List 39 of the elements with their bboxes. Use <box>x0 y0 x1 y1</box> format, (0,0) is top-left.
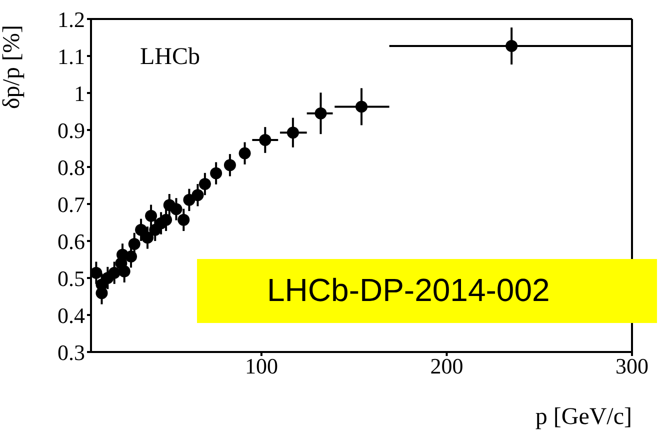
y-tick-label: 0.8 <box>58 154 85 180</box>
x-tick-label: 200 <box>430 354 464 379</box>
point <box>356 100 368 113</box>
y-tick-label: 0.9 <box>58 118 85 143</box>
point <box>192 189 204 202</box>
point <box>286 126 299 139</box>
point <box>259 134 272 146</box>
point <box>210 167 222 180</box>
point <box>96 287 108 300</box>
y-tick-label: 0.4 <box>58 302 85 328</box>
point <box>125 250 138 263</box>
point <box>142 232 154 244</box>
y-axis-title: δp/p [%] <box>0 25 26 109</box>
point <box>224 159 236 172</box>
point <box>183 194 196 206</box>
point <box>108 266 120 279</box>
point <box>506 40 518 52</box>
point <box>91 266 102 279</box>
point <box>238 147 251 160</box>
y-tick-label: 1 <box>74 80 85 106</box>
point <box>145 210 158 222</box>
annotation: LHCb-DP-2014-002 <box>267 271 550 310</box>
y-tick-label: 0.6 <box>58 228 85 254</box>
x-axis-title: p [GeV/c] <box>535 404 632 430</box>
annotation: LHCb <box>140 44 200 71</box>
point <box>118 265 130 278</box>
y-tick-label: 1.1 <box>58 44 85 69</box>
y-tick-label: 0.3 <box>58 340 85 365</box>
y-tick-label: 1.2 <box>58 6 85 32</box>
point <box>170 203 182 216</box>
point <box>178 214 190 226</box>
y-tick-label: 0.5 <box>58 266 85 291</box>
point <box>128 238 140 250</box>
x-tick-label: 300 <box>616 354 648 379</box>
point <box>135 224 148 236</box>
y-tick-label: 0.7 <box>58 192 85 217</box>
x-tick-label: 100 <box>244 354 278 379</box>
point <box>314 107 327 120</box>
point <box>198 178 211 190</box>
